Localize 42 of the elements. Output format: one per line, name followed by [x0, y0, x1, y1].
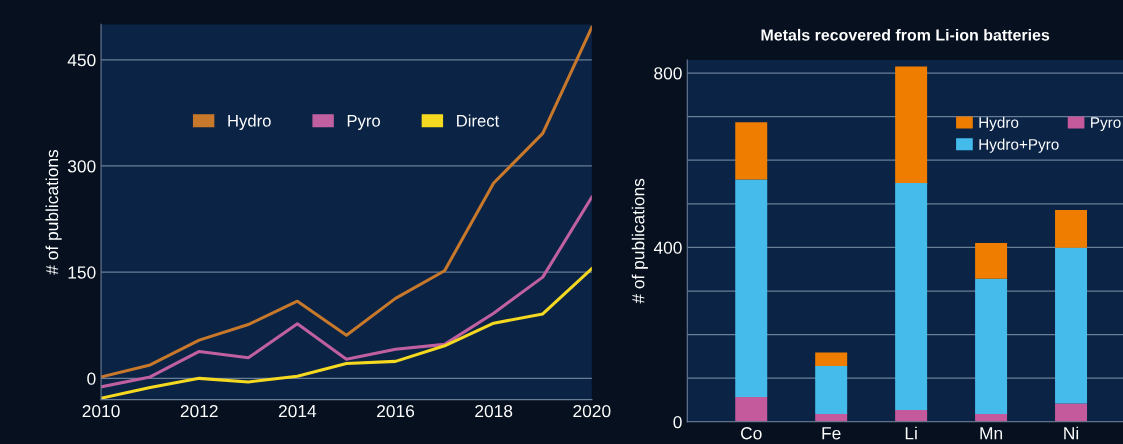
bar: [895, 410, 928, 422]
bar: [1055, 403, 1088, 422]
y-tick-label: 0: [673, 415, 682, 429]
line-series: [101, 195, 592, 389]
bar: [815, 366, 848, 414]
y-axis-title: # of publications: [631, 178, 648, 304]
y-tick-label: 400: [653, 241, 682, 254]
legend-label: Direct: [457, 114, 500, 127]
x-tick-label: 2012: [180, 404, 218, 418]
y-tick-label: 450: [67, 53, 96, 67]
y-axis-title: # of publications: [45, 149, 62, 275]
bar: [975, 243, 1008, 279]
x-tick-label: 2014: [278, 404, 317, 418]
line-series: [101, 25, 592, 379]
x-tick-label: Mn: [980, 427, 1003, 440]
x-tick-label: 2016: [377, 404, 415, 418]
legend-label: Hydro: [228, 114, 271, 130]
bar: [895, 66, 928, 183]
bar: [735, 122, 768, 180]
bar: [815, 352, 848, 366]
bar: [735, 396, 768, 422]
legend-label: Pyro: [347, 115, 381, 130]
y-tick-label: 300: [67, 160, 96, 173]
x-tick-label: Ni: [1064, 426, 1079, 440]
y-tick-label: 800: [654, 67, 682, 80]
legend-label: Hydro: [979, 116, 1019, 131]
x-tick-label: 2020: [573, 404, 611, 418]
legend-label: Pyro: [1091, 117, 1121, 131]
x-tick-label: 2018: [475, 404, 513, 418]
bar: [735, 179, 768, 397]
x-tick-label: 2010: [82, 404, 120, 418]
x-tick-label: Li: [905, 426, 917, 440]
bar: [895, 182, 928, 411]
bar: [975, 278, 1008, 414]
legend-label: Hydro+Pyro: [979, 138, 1059, 153]
bar: [1055, 209, 1088, 248]
y-tick-label: 0: [87, 372, 96, 385]
chart-title: Metals recovered from Li-ion batteries: [761, 28, 1050, 41]
bar: [1055, 247, 1088, 404]
y-tick-label: 150: [68, 266, 96, 279]
x-tick-label: Fe: [822, 427, 841, 440]
x-tick-label: Co: [741, 427, 762, 440]
